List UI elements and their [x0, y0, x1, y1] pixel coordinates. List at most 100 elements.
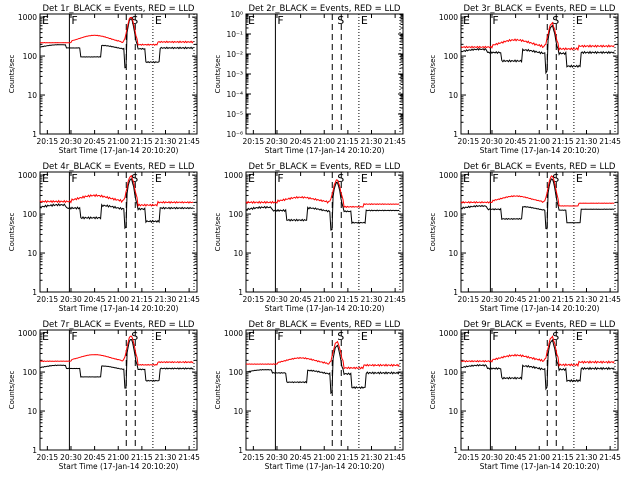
x-tick-label: 20:15 [458, 137, 480, 146]
x-tick-label: 20:45 [290, 453, 312, 462]
y-tick-label: 100 [23, 368, 38, 377]
x-tick-label: 21:00 [528, 295, 550, 304]
x-tick-label: 21:45 [178, 137, 200, 146]
panel-title: Det 3r_BLACK = Events, RED = LLD [464, 4, 616, 14]
marker-label-F: F [277, 172, 283, 185]
panel-title: Det 5r_BLACK = Events, RED = LLD [249, 162, 401, 172]
marker-label-S: S [131, 330, 138, 343]
x-tick-label: 21:30 [576, 137, 598, 146]
marker-label-E: E [361, 14, 368, 27]
x-tick-label: 20:30 [481, 295, 503, 304]
y-tick-label: 10⁻¹ [226, 30, 243, 39]
marker-label-S: S [131, 14, 138, 27]
y-tick-label: 1 [238, 446, 243, 455]
y-tick-label: 100 [444, 368, 459, 377]
x-tick-label: 21:45 [384, 295, 406, 304]
marker-label-F: F [492, 330, 498, 343]
panel-title: Det 8r_BLACK = Events, RED = LLD [249, 320, 401, 330]
y-tick-label: 10⁻⁶ [226, 130, 243, 139]
marker-label-F: F [71, 330, 77, 343]
marker-label-E: E [155, 14, 162, 27]
x-tick-label: 20:45 [84, 295, 106, 304]
y-tick-label: 1000 [18, 171, 37, 180]
y-tick-label: 10 [448, 91, 458, 100]
x-axis-label: Start Time (17-Jan-14 20:10:20) [59, 304, 179, 313]
plot-frame [39, 13, 198, 135]
marker-label-E: E [463, 14, 470, 27]
x-tick-label: 20:45 [84, 137, 106, 146]
plot-frame [460, 171, 619, 293]
marker-label-E: E [248, 14, 255, 27]
x-tick-label: 20:45 [290, 137, 312, 146]
marker-label-E: E [576, 172, 583, 185]
x-tick-label: 21:45 [384, 453, 406, 462]
y-tick-label: 100 [444, 210, 459, 219]
panel-det-1: Det 1r_BLACK = Events, RED = LLD Counts/s… [8, 4, 200, 155]
x-tick-label: 20:15 [458, 295, 480, 304]
y-axis-label: Counts/sec [8, 55, 16, 94]
panel-det-9: Det 9r_BLACK = Events, RED = LLD Counts/s… [429, 320, 621, 471]
marker-label-F: F [277, 14, 283, 27]
x-axis-label: Start Time (17-Jan-14 20:10:20) [265, 462, 385, 471]
x-tick-label: 21:00 [313, 295, 335, 304]
marker-label-E: E [248, 172, 255, 185]
y-tick-label: 1 [238, 288, 243, 297]
panel-title: Det 9r_BLACK = Events, RED = LLD [464, 320, 616, 330]
x-tick-label: 21:45 [384, 137, 406, 146]
x-tick-label: 21:30 [361, 453, 383, 462]
series-line-lld [39, 16, 194, 46]
x-tick-label: 20:30 [60, 137, 82, 146]
y-tick-label: 10⁻² [226, 50, 243, 59]
x-tick-label: 21:00 [107, 137, 129, 146]
panel-title: Det 1r_BLACK = Events, RED = LLD [43, 4, 195, 14]
y-axis-label: Counts/sec [8, 213, 16, 252]
marker-label-F: F [492, 14, 498, 27]
x-tick-label: 20:30 [60, 295, 82, 304]
x-tick-label: 20:45 [505, 295, 527, 304]
x-tick-label: 21:30 [576, 453, 598, 462]
x-tick-label: 21:30 [361, 137, 383, 146]
plot-frame [245, 329, 404, 451]
x-tick-label: 20:15 [243, 137, 265, 146]
x-tick-label: 20:15 [37, 295, 59, 304]
marker-label-F: F [71, 172, 77, 185]
x-tick-label: 20:30 [60, 453, 82, 462]
x-tick-label: 21:45 [178, 295, 200, 304]
x-tick-label: 21:30 [155, 137, 177, 146]
panel-det-4: Det 4r_BLACK = Events, RED = LLD Counts/s… [8, 162, 200, 313]
y-tick-label: 10 [27, 407, 37, 416]
y-tick-label: 10⁻⁴ [226, 90, 243, 99]
x-tick-label: 21:15 [552, 137, 574, 146]
marker-label-E: E [155, 330, 162, 343]
x-tick-label: 21:15 [337, 295, 359, 304]
y-tick-label: 10 [27, 249, 37, 258]
marker-label-E: E [463, 330, 470, 343]
marker-label-E: E [155, 172, 162, 185]
y-tick-label: 1000 [224, 329, 243, 338]
marker-label-S: S [552, 172, 559, 185]
series-line-events [245, 344, 400, 395]
marker-label-E: E [361, 330, 368, 343]
marker-label-S: S [552, 14, 559, 27]
y-axis-label: Counts/sec [214, 371, 222, 410]
marker-label-F: F [277, 330, 283, 343]
x-axis-label: Start Time (17-Jan-14 20:10:20) [59, 462, 179, 471]
x-tick-label: 21:00 [313, 453, 335, 462]
marker-label-E: E [576, 14, 583, 27]
x-tick-label: 21:15 [131, 295, 153, 304]
marker-label-S: S [337, 14, 344, 27]
panel-det-5: Det 5r_BLACK = Events, RED = LLD Counts/s… [214, 162, 406, 313]
plot-frame [39, 171, 198, 293]
plot-frame [39, 329, 198, 451]
x-tick-label: 20:45 [290, 295, 312, 304]
x-tick-label: 21:00 [528, 453, 550, 462]
y-tick-label: 100 [229, 210, 244, 219]
series-line-events [460, 178, 615, 230]
x-tick-label: 21:30 [361, 295, 383, 304]
x-tick-label: 21:30 [576, 295, 598, 304]
marker-label-E: E [42, 172, 49, 185]
x-tick-label: 20:45 [505, 453, 527, 462]
y-tick-label: 1 [453, 446, 458, 455]
y-tick-label: 10 [448, 407, 458, 416]
